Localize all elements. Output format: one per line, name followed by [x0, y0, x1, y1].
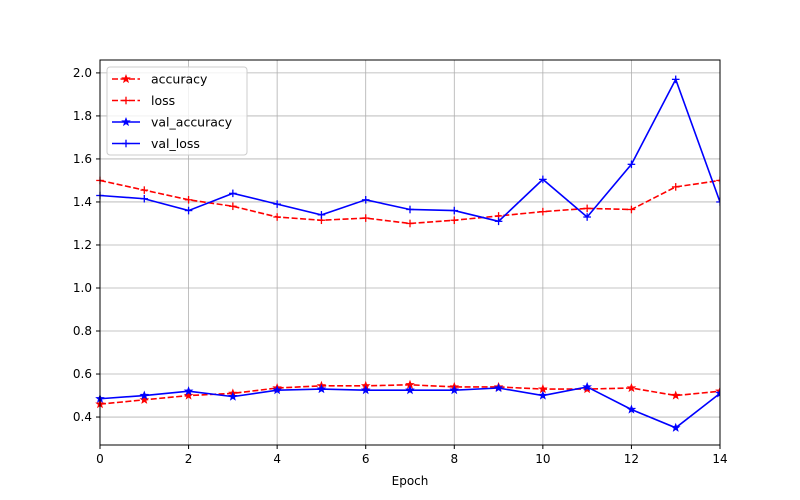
y-tick-label: 0.4 — [73, 410, 92, 424]
legend-item: val_loss — [112, 136, 200, 151]
star-marker — [626, 404, 637, 414]
star-marker — [360, 385, 371, 395]
x-tick-label: 4 — [273, 452, 281, 466]
y-tick-label: 1.8 — [73, 109, 92, 123]
star-marker — [449, 385, 460, 395]
y-tick-label: 1.0 — [73, 281, 92, 295]
x-tick-label: 2 — [185, 452, 193, 466]
series-val_loss — [96, 75, 720, 226]
star-marker — [139, 394, 150, 404]
legend-item: loss — [112, 93, 175, 108]
star-marker — [493, 382, 504, 393]
legend-label: val_loss — [151, 136, 200, 151]
legend-item: accuracy — [112, 72, 208, 87]
x-tick-label: 10 — [535, 452, 550, 466]
star-marker — [121, 116, 131, 127]
star-marker — [121, 73, 131, 84]
x-tick-label: 8 — [450, 452, 458, 466]
legend-label: val_accuracy — [151, 115, 233, 130]
star-marker — [183, 390, 194, 400]
star-marker — [316, 384, 327, 394]
legend-item: val_accuracy — [112, 115, 233, 130]
series-loss — [96, 176, 720, 228]
star-marker — [626, 382, 637, 393]
star-marker — [715, 388, 720, 398]
star-marker — [183, 386, 194, 396]
star-marker — [582, 381, 592, 392]
x-tick-label: 0 — [96, 452, 104, 466]
star-marker — [670, 390, 681, 400]
star-marker — [139, 390, 150, 400]
legend: accuracy loss val_accuracy val_loss — [106, 66, 248, 156]
x-axis-label: Epoch — [392, 474, 429, 488]
plot-frame — [99, 59, 721, 446]
series-val_accuracy — [95, 381, 720, 432]
star-marker — [670, 422, 681, 432]
x-tick-label: 6 — [362, 452, 370, 466]
series-lines — [95, 75, 720, 432]
legend-box — [106, 66, 248, 156]
star-marker — [405, 385, 415, 395]
x-tick-label: 14 — [712, 452, 727, 466]
y-tick-label: 0.8 — [73, 324, 92, 338]
y-tick-label: 1.2 — [73, 238, 92, 252]
star-marker — [272, 385, 282, 395]
star-marker — [538, 390, 548, 400]
star-marker — [228, 391, 238, 401]
y-tick-label: 0.6 — [73, 367, 92, 381]
legend-label: accuracy — [151, 72, 208, 87]
x-tick-label: 12 — [624, 452, 639, 466]
y-tick-label: 1.6 — [73, 152, 92, 166]
series-line-loss — [99, 179, 720, 225]
legend-label: loss — [151, 93, 175, 108]
y-tick-label: 2.0 — [73, 66, 92, 80]
y-tick-label: 1.4 — [73, 195, 92, 209]
axes: 0 2 4 6 8 10 12 14 0.4 0.6 0.8 1.0 1.2 1.4 1.6 1.8 2.0 — [73, 59, 728, 466]
